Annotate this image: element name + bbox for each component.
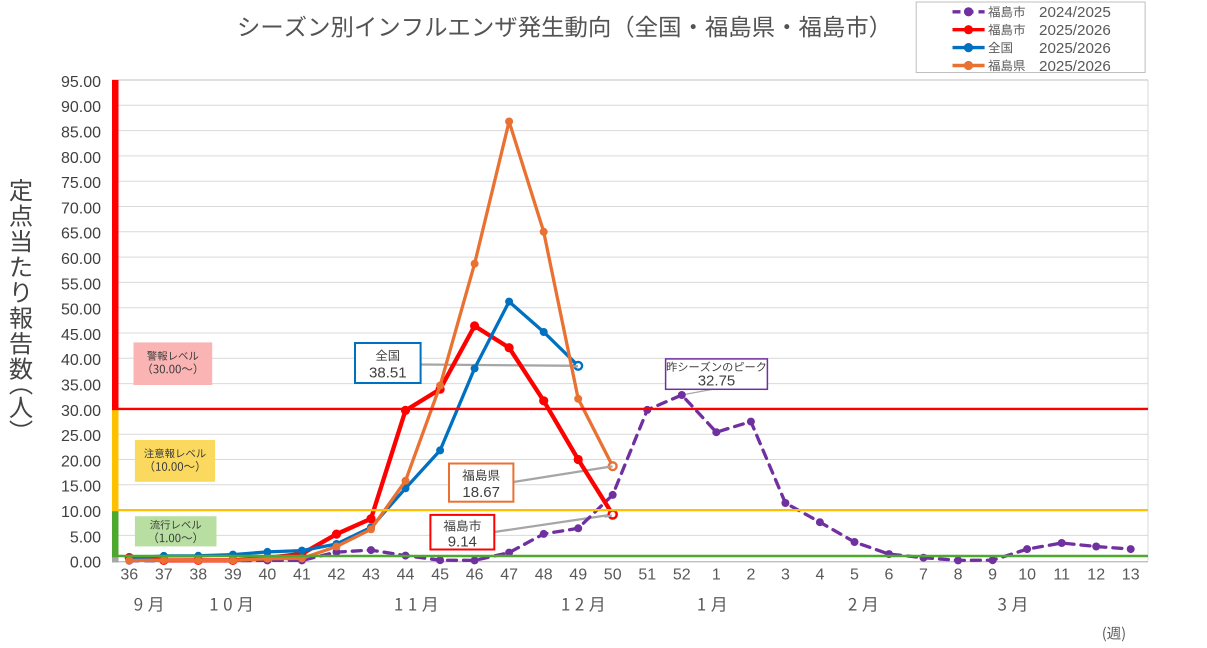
svg-text:36: 36 — [120, 567, 138, 584]
svg-text:40.00: 40.00 — [61, 352, 101, 369]
svg-text:1: 1 — [712, 567, 721, 584]
svg-text:70.00: 70.00 — [61, 200, 101, 217]
svg-text:47: 47 — [500, 567, 518, 584]
svg-text:44: 44 — [397, 567, 415, 584]
svg-text:18.67: 18.67 — [462, 484, 500, 501]
svg-text:10.00: 10.00 — [61, 504, 101, 521]
svg-text:55.00: 55.00 — [61, 276, 101, 293]
svg-text:51: 51 — [638, 567, 656, 584]
svg-text:5: 5 — [850, 567, 859, 584]
svg-text:32.75: 32.75 — [698, 373, 736, 390]
svg-text:15.00: 15.00 — [61, 479, 101, 496]
svg-text:42: 42 — [328, 567, 346, 584]
svg-text:2025/2026: 2025/2026 — [1039, 58, 1111, 75]
svg-text:7: 7 — [919, 567, 928, 584]
svg-text:2025/2026: 2025/2026 — [1039, 22, 1111, 39]
svg-text:39: 39 — [224, 567, 242, 584]
svg-text:38.51: 38.51 — [369, 365, 407, 382]
svg-text:45.00: 45.00 — [61, 327, 101, 344]
svg-text:5.00: 5.00 — [70, 529, 101, 546]
svg-text:43: 43 — [362, 567, 380, 584]
svg-text:90.00: 90.00 — [61, 99, 101, 116]
svg-text:35.00: 35.00 — [61, 378, 101, 395]
svg-text:25.00: 25.00 — [61, 428, 101, 445]
svg-text:4: 4 — [815, 567, 824, 584]
svg-text:20.00: 20.00 — [61, 453, 101, 470]
svg-text:3: 3 — [781, 567, 790, 584]
svg-text:9: 9 — [988, 567, 997, 584]
svg-text:2025/2026: 2025/2026 — [1039, 40, 1111, 57]
svg-text:45: 45 — [431, 567, 449, 584]
svg-text:2024/2025: 2024/2025 — [1039, 4, 1111, 21]
svg-text:50: 50 — [604, 567, 622, 584]
svg-text:60.00: 60.00 — [61, 251, 101, 268]
svg-text:12: 12 — [1087, 567, 1105, 584]
svg-text:2: 2 — [746, 567, 755, 584]
svg-text:52: 52 — [673, 567, 691, 584]
svg-text:85.00: 85.00 — [61, 125, 101, 142]
svg-text:41: 41 — [293, 567, 311, 584]
svg-text:30.00: 30.00 — [61, 403, 101, 420]
svg-text:80.00: 80.00 — [61, 150, 101, 167]
svg-text:38: 38 — [189, 567, 207, 584]
svg-text:46: 46 — [466, 567, 484, 584]
svg-text:37: 37 — [155, 567, 173, 584]
svg-text:11: 11 — [1053, 567, 1070, 584]
svg-text:49: 49 — [569, 567, 587, 584]
svg-text:8: 8 — [954, 567, 963, 584]
svg-text:9.14: 9.14 — [448, 534, 477, 551]
svg-text:50.00: 50.00 — [61, 302, 101, 319]
svg-text:6: 6 — [885, 567, 894, 584]
svg-text:10: 10 — [1018, 567, 1036, 584]
svg-text:95.00: 95.00 — [61, 74, 101, 91]
svg-text:65.00: 65.00 — [61, 226, 101, 243]
svg-text:75.00: 75.00 — [61, 175, 101, 192]
svg-text:13: 13 — [1122, 567, 1140, 584]
svg-text:0.00: 0.00 — [70, 555, 101, 572]
svg-text:48: 48 — [535, 567, 553, 584]
svg-text:40: 40 — [259, 567, 277, 584]
